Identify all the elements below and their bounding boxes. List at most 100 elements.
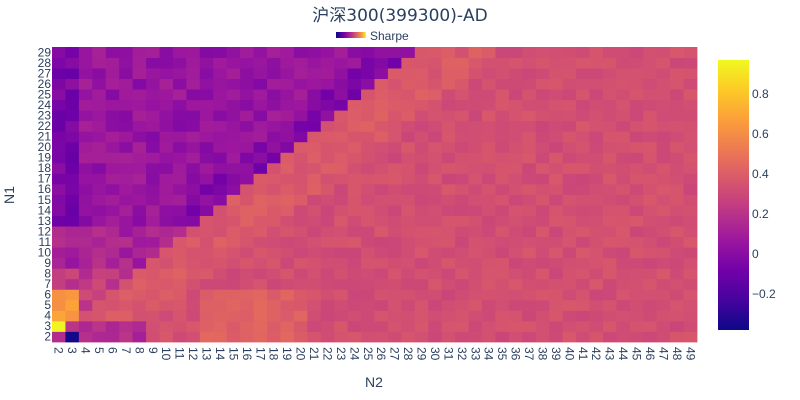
heatmap-cell	[643, 162, 658, 174]
heatmap-cell	[132, 268, 147, 280]
heatmap-cell	[78, 78, 93, 90]
heatmap-cell	[52, 120, 66, 132]
heatmap-cell	[334, 268, 349, 280]
heatmap-cell	[52, 299, 66, 311]
heatmap-cell	[629, 236, 644, 248]
heatmap-cell	[656, 226, 671, 238]
heatmap-cell	[401, 247, 416, 259]
heatmap-cell	[65, 152, 80, 164]
heatmap-cell	[401, 236, 416, 248]
heatmap-cell	[495, 131, 510, 143]
heatmap-cell	[468, 99, 483, 111]
heatmap-cell	[656, 162, 671, 174]
x-tick-label: 12	[186, 347, 200, 361]
heatmap-cell	[495, 183, 510, 195]
heatmap-cell	[347, 57, 362, 69]
heatmap-cell	[307, 78, 322, 90]
colorbar-gradient	[718, 60, 749, 330]
heatmap-cell	[347, 89, 362, 101]
heatmap-cell	[307, 331, 322, 343]
heatmap-cell	[441, 268, 456, 280]
heatmap-cell	[374, 89, 389, 101]
heatmap-cell	[562, 268, 577, 280]
heatmap-cell	[159, 47, 174, 58]
heatmap-cell	[441, 331, 456, 343]
heatmap-cell	[401, 278, 416, 290]
heatmap-cell	[602, 141, 617, 153]
heatmap-cell	[65, 68, 80, 80]
heatmap-cell	[105, 268, 120, 280]
heatmap-cell	[522, 141, 537, 153]
heatmap-cell	[240, 120, 254, 132]
x-tick-label: 10	[159, 347, 173, 361]
heatmap-cell	[226, 236, 241, 248]
heatmap-cell	[562, 247, 577, 259]
heatmap-cell	[455, 110, 469, 122]
heatmap-cell	[522, 57, 537, 69]
heatmap-cell	[414, 78, 429, 90]
heatmap-cell	[334, 299, 349, 311]
heatmap-cell	[280, 320, 295, 332]
heatmap-cell	[482, 99, 496, 111]
heatmap-cell	[52, 89, 66, 101]
heatmap-cell	[65, 194, 80, 206]
heatmap-cell	[508, 120, 523, 132]
heatmap-cell	[482, 278, 496, 290]
heatmap-cell	[78, 120, 93, 132]
heatmap-cell	[629, 173, 644, 185]
heatmap-cell	[549, 152, 564, 164]
heatmap-cell	[401, 299, 416, 311]
heatmap-cell	[146, 331, 160, 343]
heatmap-cell	[670, 78, 684, 90]
heatmap-cell	[293, 205, 308, 216]
heatmap-cell	[495, 236, 510, 248]
heatmap-cell	[562, 120, 577, 132]
heatmap-cell	[602, 99, 617, 111]
heatmap-cell	[683, 320, 698, 332]
heatmap-cell	[549, 110, 564, 122]
heatmap-cell	[482, 57, 496, 69]
x-tick-label: 26	[374, 347, 388, 361]
heatmap-cell	[468, 152, 483, 164]
heatmap-cell	[307, 131, 322, 143]
heatmap-cell	[320, 57, 335, 69]
heatmap-cell	[468, 215, 483, 227]
heatmap-cell	[347, 131, 362, 143]
heatmap-cell	[307, 215, 322, 227]
heatmap-cell	[602, 78, 617, 90]
y-tick-label: 11	[39, 235, 52, 249]
heatmap-cell	[361, 331, 375, 343]
heatmap-cell	[105, 173, 120, 185]
heatmap-cell	[78, 247, 93, 259]
heatmap-cell	[656, 194, 671, 206]
heatmap-cell	[508, 89, 523, 101]
heatmap-cell	[334, 120, 349, 132]
heatmap-cell	[52, 278, 66, 290]
heatmap-cell	[495, 152, 510, 164]
heatmap-cell	[428, 152, 443, 164]
heatmap-cell	[656, 99, 671, 111]
x-tick-label: 41	[576, 347, 590, 361]
heatmap-cell	[482, 226, 496, 238]
heatmap-cell	[347, 226, 362, 238]
heatmap-cell	[576, 278, 590, 290]
heatmap-cell	[293, 331, 308, 343]
heatmap-cell	[495, 141, 510, 153]
heatmap-cell	[535, 289, 550, 301]
heatmap-cell	[213, 299, 228, 311]
heatmap-cell	[643, 205, 658, 216]
heatmap-cell	[172, 331, 187, 343]
heatmap-cell	[522, 183, 537, 195]
heatmap-cell	[361, 162, 375, 174]
heatmap-cell	[199, 110, 214, 122]
heatmap-cell	[132, 57, 147, 69]
heatmap-cell	[535, 278, 550, 290]
heatmap-cell	[683, 162, 698, 174]
heatmap-cell	[267, 331, 281, 343]
heatmap-cell	[549, 78, 564, 90]
heatmap-cell	[361, 110, 375, 122]
heatmap-cell	[656, 152, 671, 164]
heatmap-cell	[495, 205, 510, 216]
heatmap-cell	[199, 194, 214, 206]
heatmap-cell	[199, 162, 214, 174]
